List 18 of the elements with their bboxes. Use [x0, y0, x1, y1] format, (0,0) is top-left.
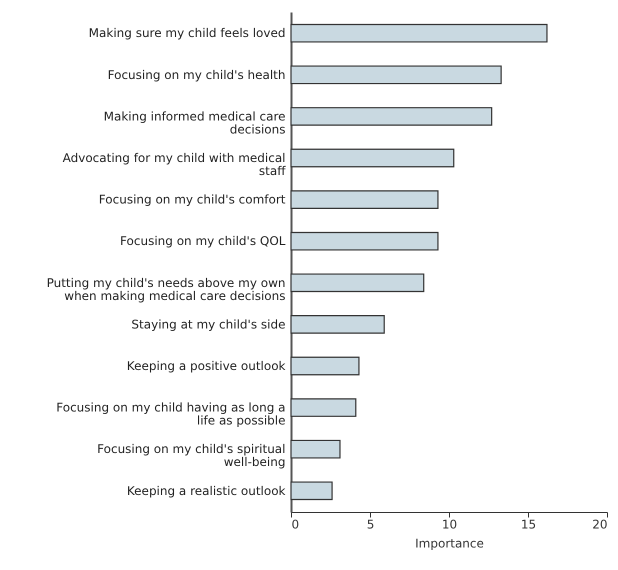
- y-tick-label: Focusing on my child's QOL: [120, 234, 286, 248]
- y-tick-label: Making sure my child feels loved: [88, 26, 286, 40]
- x-tick-label: 15: [520, 518, 536, 532]
- x-axis-title: Importance: [415, 536, 484, 550]
- y-tick-label: Making informed medical care decisions: [104, 109, 286, 136]
- y-tick-label: Putting my child's needs above my own when making medical care decisions: [46, 276, 286, 303]
- x-tick-label: 20: [592, 518, 608, 532]
- x-tick-label: 5: [366, 518, 374, 532]
- x-tick-label: 0: [292, 518, 300, 532]
- y-tick-label: Focusing on my child's comfort: [98, 192, 286, 207]
- y-tick-label: Staying at my child's side: [131, 317, 286, 332]
- y-tick-label: Focusing on my child's health: [108, 68, 286, 82]
- x-tick-label: 10: [442, 518, 458, 532]
- y-tick-label: Keeping a realistic outlook: [126, 484, 286, 498]
- y-tick-label: Focusing on my child having as long a life as possible: [56, 400, 286, 428]
- y-tick-label: Advocating for my child with medical staff: [62, 151, 286, 178]
- y-tick-label: Focusing on my child's spiritual well-being: [97, 442, 286, 470]
- y-tick-label: Keeping a positive outlook: [126, 358, 286, 373]
